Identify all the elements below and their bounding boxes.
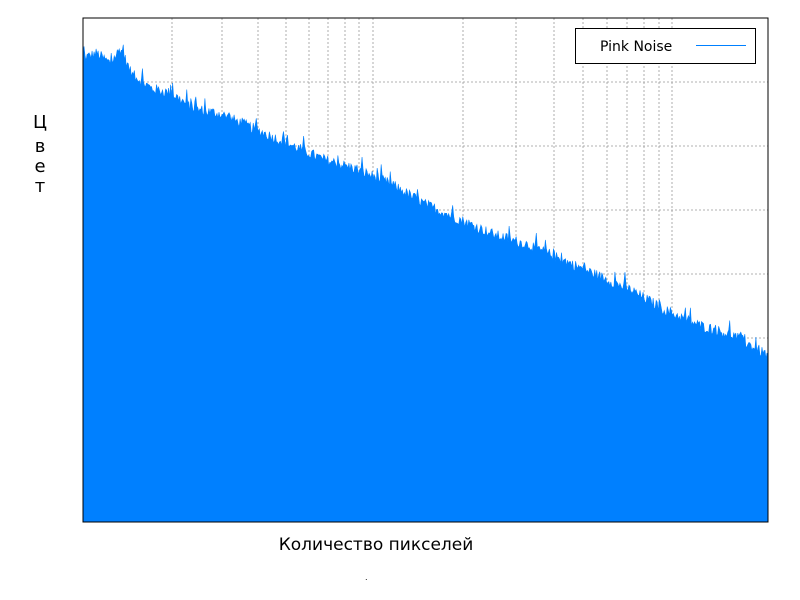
footer-mark: . bbox=[365, 573, 368, 582]
series-area bbox=[82, 44, 769, 523]
y-axis-label-char: в bbox=[34, 136, 46, 157]
y-axis-label-char: т bbox=[34, 176, 46, 197]
plot-frame bbox=[82, 17, 769, 523]
legend-label: Pink Noise bbox=[600, 39, 673, 55]
pink-noise-area bbox=[82, 44, 769, 523]
x-axis-label: Количество пикселей bbox=[278, 535, 474, 555]
legend: Pink Noise bbox=[575, 28, 756, 64]
legend-swatch bbox=[696, 45, 746, 46]
y-axis-label-char: е bbox=[34, 156, 46, 177]
y-axis-label-char: Ц bbox=[33, 112, 47, 133]
